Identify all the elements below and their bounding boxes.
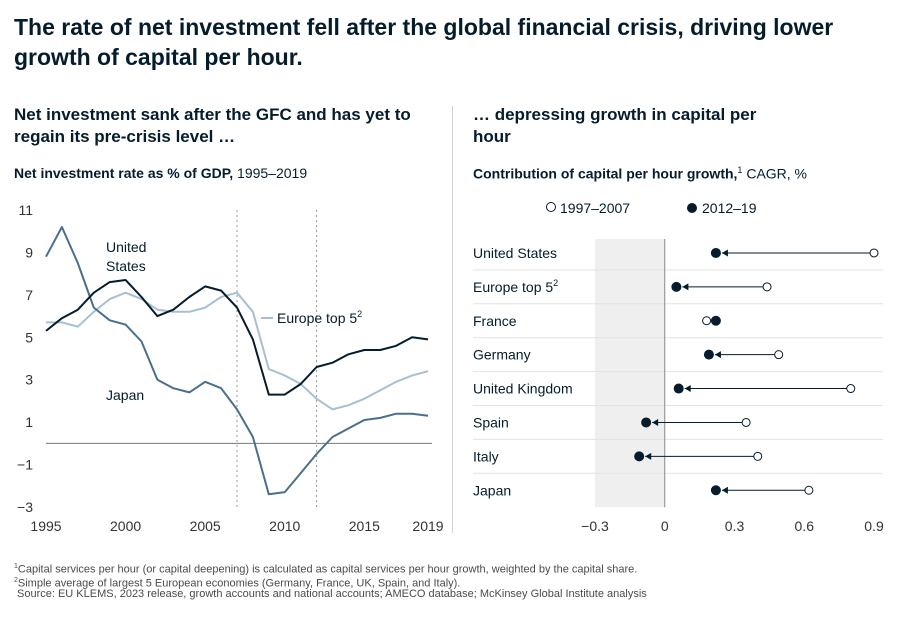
x-tick-label: 0.9 [864,518,884,534]
x-tick-label: 2005 [190,518,221,534]
category-label: France [473,313,517,329]
y-tick-label: 1 [25,414,33,430]
footnote-2: 2Simple average of largest 5 European ec… [14,577,461,590]
annotation-united-states: United States [106,239,146,274]
category-label: Italy [473,448,499,464]
category-label: Germany [473,347,531,363]
point-1997-2007 [869,248,879,258]
negative-region-shade [595,239,665,508]
y-tick-label: 9 [25,244,33,260]
point-1997-2007 [741,417,751,427]
point-2012-19 [710,247,721,258]
point-2012-19 [673,383,684,394]
category-label: United Kingdom [473,381,573,397]
panel-divider [452,106,453,533]
y-tick-label: 3 [25,372,33,388]
point-2012-19 [710,485,721,496]
right-axis-label: Contribution of capital per hour growth,… [473,165,808,182]
left-subtitle: Net investment sank after the GFC and ha… [14,105,411,146]
arrow-head [682,283,689,291]
category-label: Europe top 52 [473,278,558,295]
point-1997-2007 [846,384,856,394]
point-2012-19 [703,349,714,360]
point-1997-2007 [804,485,814,495]
legend-open-dot-icon [546,202,556,212]
arrow-head [721,486,728,494]
point-1997-2007 [774,350,784,360]
line-chart: 11 9 7 5 3 1 −1 −3 1995 2000 2005 2010 2015 2019 Unite… [17,202,444,534]
series-line-japan [45,226,429,496]
x-tick-label: 0.3 [725,518,745,534]
legend-late: 2012–19 [687,200,757,216]
dumbbell-chart: United States Europe top 52 France Germany U… [473,239,884,534]
category-label: United States [473,245,557,261]
y-tick-label: 5 [25,329,33,345]
arrow-head [684,385,691,393]
point-2012-19 [671,281,682,292]
x-tick-label: 0 [661,518,669,534]
x-tick-label: 2010 [269,518,300,534]
arrow-head [652,418,659,426]
annotation-japan: Japan [106,387,144,403]
x-tick-label: 1995 [30,518,61,534]
y-tick-label: 11 [18,202,33,218]
arrow-head [645,452,652,460]
y-tick-label: 7 [25,287,33,303]
point-1997-2007 [762,282,772,292]
annotation-europe: Europe top 52 [277,309,362,326]
left-axis-label: Net investment rate as % of GDP, 1995–20… [14,165,308,181]
category-label: Spain [473,414,509,430]
legend-early: 1997–2007 [546,200,630,216]
y-tick-label: −3 [17,499,33,515]
x-tick-label: 2000 [110,518,141,534]
series-line-europe-top-5 [46,291,429,411]
point-2012-19 [634,451,645,462]
chart-title: The rate of net investment fell after th… [14,14,834,70]
y-tick-label: −1 [17,457,33,473]
arrow-head [721,249,728,257]
x-tick-label: −0.3 [581,518,609,534]
x-tick-label: 2015 [349,518,380,534]
right-subtitle: … depressing growth in capital per hour [473,105,757,146]
category-label: Japan [473,482,511,498]
series-line-united-states [45,279,429,396]
x-tick-label: 0.6 [795,518,815,534]
point-1997-2007 [702,316,712,326]
point-2012-19 [710,315,721,326]
footnote-1: 1Capital services per hour (or capital d… [14,563,638,576]
point-1997-2007 [753,451,763,461]
legend-filled-dot-icon [687,203,697,213]
x-tick-label: 2019 [412,518,443,534]
source-note: Source: EU KLEMS, 2023 release, growth a… [17,588,647,600]
arrow-head [714,351,721,359]
point-2012-19 [641,417,652,428]
